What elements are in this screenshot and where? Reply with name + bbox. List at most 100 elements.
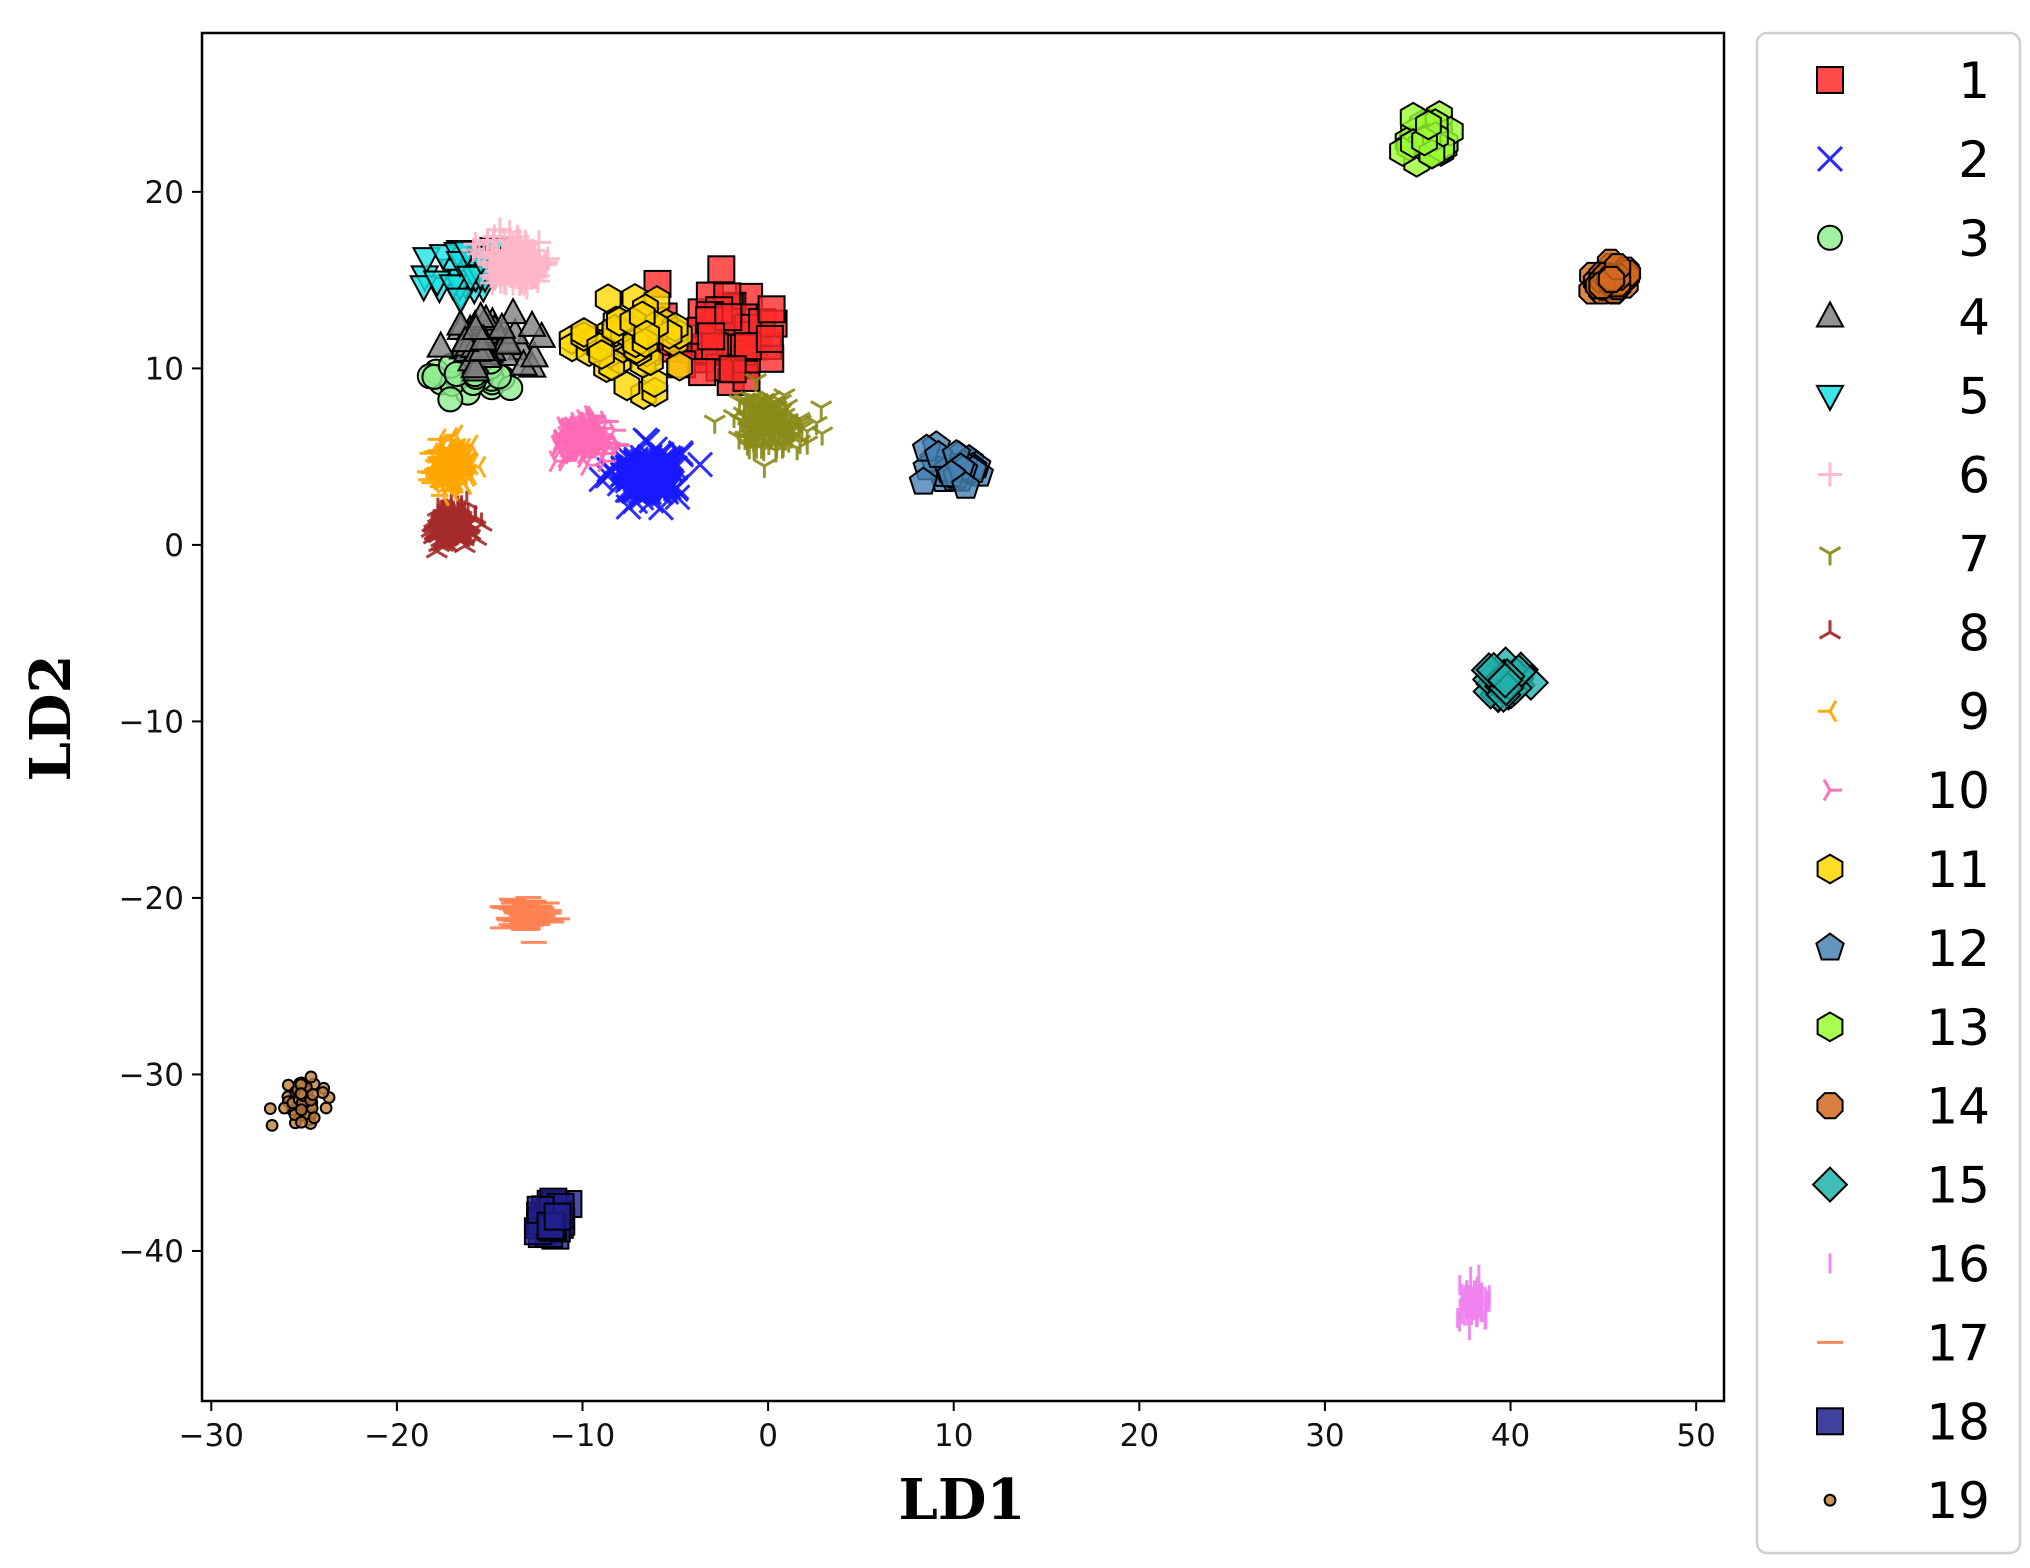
data-point	[426, 330, 456, 358]
legend-item: 5	[1815, 368, 1990, 426]
plot-area	[263, 99, 1642, 1341]
x-tick-label: 0	[758, 1418, 778, 1454]
data-point	[745, 439, 768, 459]
data-point	[519, 340, 550, 368]
legend-marker	[1815, 300, 1845, 328]
legend-marker	[1818, 700, 1838, 723]
data-point	[617, 460, 645, 487]
data-point	[658, 445, 685, 472]
data-point	[445, 287, 476, 315]
legend-marker	[1816, 66, 1844, 94]
data-point	[632, 427, 659, 454]
data-point	[294, 1103, 308, 1117]
series-1	[643, 255, 788, 396]
data-point	[455, 265, 486, 293]
data-point	[501, 249, 526, 274]
legend-marker	[1818, 546, 1842, 566]
x-axis-title: LD1	[899, 1467, 1026, 1533]
data-point	[495, 261, 520, 286]
legend-item: 7	[1818, 525, 1990, 583]
data-point	[459, 434, 479, 457]
data-point	[551, 433, 571, 456]
y-axis: −40 −30 −20 −10 0 10 20	[119, 175, 202, 1270]
data-point	[718, 355, 747, 384]
legend-label: 7	[1958, 525, 1990, 583]
legend-marker	[1815, 384, 1845, 413]
x-tick-label: −30	[179, 1418, 244, 1454]
data-point	[526, 230, 551, 255]
x-tick-label: 50	[1676, 1418, 1715, 1454]
legend-label: 11	[1926, 841, 1990, 899]
data-point	[306, 1088, 320, 1101]
y-tick-label: 10	[145, 351, 184, 387]
data-point	[588, 339, 615, 371]
data-point	[564, 442, 585, 465]
data-point	[435, 507, 459, 528]
legend-marker	[1818, 620, 1842, 640]
series-13	[1389, 99, 1464, 178]
data-point	[753, 458, 776, 478]
data-point	[742, 404, 765, 424]
series-17	[489, 896, 571, 944]
data-point	[487, 311, 517, 339]
legend-marker	[1818, 462, 1842, 487]
y-tick-label: 20	[145, 175, 184, 211]
data-point	[543, 1202, 572, 1231]
data-point	[688, 358, 717, 387]
data-point	[513, 239, 538, 264]
legend-marker	[1811, 1166, 1849, 1203]
data-point	[908, 466, 939, 495]
legend-item: 13	[1816, 999, 1990, 1057]
data-point	[467, 455, 487, 479]
data-point	[304, 1070, 318, 1084]
x-tick-label: 40	[1491, 1418, 1530, 1454]
data-point	[438, 274, 468, 302]
legend-item: 16	[1828, 1236, 1990, 1294]
data-point	[319, 1101, 333, 1115]
legend-label: 6	[1958, 447, 1990, 505]
data-point	[951, 470, 981, 499]
legend-item: 14	[1816, 1078, 1990, 1136]
data-point	[461, 312, 491, 340]
data-point	[636, 443, 664, 470]
data-point	[464, 505, 487, 525]
legend-label: 1	[1958, 52, 1990, 110]
y-tick-label: −30	[119, 1057, 184, 1093]
y-axis-title: LD2	[18, 655, 84, 782]
series-4	[426, 296, 557, 382]
legend-item: 3	[1817, 210, 1990, 268]
x-tick-label: −20	[364, 1418, 429, 1454]
data-point	[435, 447, 455, 471]
data-point	[463, 232, 488, 257]
data-point	[424, 458, 444, 481]
legend-label: 14	[1926, 1078, 1990, 1136]
data-point	[493, 327, 524, 355]
legend-item: 17	[1817, 1314, 1990, 1372]
data-point	[522, 255, 547, 280]
series-16	[1456, 1264, 1491, 1341]
data-point	[411, 247, 442, 275]
series-8	[420, 490, 493, 559]
data-point	[697, 322, 726, 351]
data-point	[1597, 265, 1625, 294]
legend-item: 12	[1815, 920, 1990, 978]
legend-marker	[1816, 1092, 1844, 1120]
legend-item: 4	[1815, 289, 1990, 347]
data-point	[647, 494, 675, 521]
legend-label: 19	[1926, 1472, 1990, 1530]
data-point	[561, 419, 581, 443]
series-7	[703, 372, 834, 478]
series-2	[588, 427, 714, 521]
legend-label: 13	[1926, 999, 1990, 1057]
x-tick-label: 10	[934, 1418, 973, 1454]
series-10	[548, 404, 631, 477]
legend-item: 2	[1816, 131, 1990, 189]
data-point	[439, 512, 462, 533]
data-point	[427, 428, 447, 451]
series-12	[908, 430, 995, 499]
legend-marker	[1816, 853, 1844, 885]
series-19	[263, 1070, 336, 1132]
x-axis: −30 −20 −10 0 10 20 30 40 50	[179, 1401, 1716, 1454]
